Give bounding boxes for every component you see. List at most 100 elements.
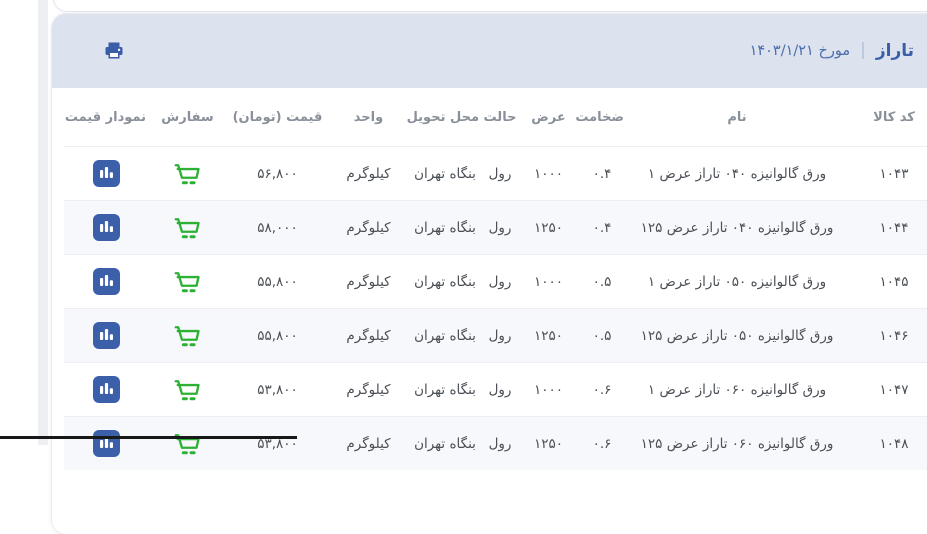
bar-chart-icon [98, 218, 115, 238]
cell-unit: کیلوگرم [328, 254, 409, 309]
cell-width: ۱۲۵۰ [519, 308, 578, 363]
cell-price: ۵۵,۸۰۰ [227, 308, 328, 363]
cell-thickness: ۰.۵ [578, 308, 626, 363]
cell-order [148, 416, 227, 470]
page-left-strip [38, 0, 48, 445]
cart-icon [174, 379, 202, 406]
cell-state: رول [481, 146, 519, 201]
cell-name: ورق گالوانیزه ۰۴۰ تاراز عرض ۱۲۵ [626, 200, 848, 255]
table-row: ۱۰۴۴ ورق گالوانیزه ۰۴۰ تاراز عرض ۱۲۵ ۰.۴ ۱۲… [64, 200, 927, 255]
cell-unit: کیلوگرم [328, 200, 409, 255]
cell-delivery: بنگاه تهران [409, 146, 481, 201]
cell-state: رول [481, 254, 519, 309]
cell-delivery: بنگاه تهران [409, 308, 481, 363]
col-chart: نمودار قیمت [64, 109, 146, 125]
price-chart-button[interactable] [92, 268, 120, 295]
cell-price: ۵۸,۰۰۰ [227, 200, 328, 255]
col-name: نام [727, 109, 747, 125]
bar-chart-icon [98, 164, 115, 184]
bar-chart-icon [98, 380, 115, 400]
cell-unit: کیلوگرم [328, 308, 409, 363]
cell-chart [64, 146, 148, 201]
cell-name: ورق گالوانیزه ۰۵۰ تاراز عرض ۱ [626, 254, 848, 309]
cell-chart [64, 200, 148, 255]
cell-thickness: ۰.۶ [578, 362, 626, 417]
bar-chart-icon [98, 326, 115, 346]
add-to-cart-button[interactable] [174, 323, 202, 349]
printer-icon [102, 42, 126, 66]
cell-order [148, 200, 227, 255]
brand-name: تاراز [875, 41, 914, 61]
bottom-partial-line [0, 436, 297, 439]
table-row: ۱۰۴۸ ورق گالوانیزه ۰۶۰ تاراز عرض ۱۲۵ ۰.۶ ۱۲… [64, 416, 927, 470]
cell-price: ۵۶,۸۰۰ [227, 146, 328, 201]
cell-name: ورق گالوانیزه ۰۶۰ تاراز عرض ۱ [626, 362, 848, 417]
add-to-cart-button[interactable] [174, 377, 202, 403]
add-to-cart-button[interactable] [174, 269, 202, 295]
cell-width: ۱۰۰۰ [519, 146, 578, 201]
cell-name: ورق گالوانیزه ۰۴۰ تاراز عرض ۱ [626, 146, 848, 201]
cell-chart [64, 362, 148, 417]
cell-state: رول [481, 308, 519, 363]
cell-state: رول [481, 416, 519, 470]
cart-icon [174, 433, 202, 460]
title-separator: | [860, 40, 866, 60]
bar-chart-icon [98, 272, 115, 292]
table-row: ۱۰۴۳ ورق گالوانیزه ۰۴۰ تاراز عرض ۱ ۰.۴ ۱۰۰۰… [64, 146, 927, 201]
price-list-card: تاراز | مورخ ۱۴۰۳/۱/۲۱ کد کالا نام ضخام [52, 14, 927, 534]
cell-state: رول [481, 200, 519, 255]
cell-delivery: بنگاه تهران [409, 254, 481, 309]
cell-unit: کیلوگرم [328, 416, 409, 470]
cart-icon [174, 271, 202, 298]
cell-width: ۱۰۰۰ [519, 362, 578, 417]
cell-order [148, 308, 227, 363]
col-price: قیمت (تومان) [232, 109, 323, 125]
cell-order [148, 254, 227, 309]
cell-price: ۵۳,۸۰۰ [227, 362, 328, 417]
cell-code: ۱۰۴۴ [848, 200, 927, 255]
cell-thickness: ۰.۴ [578, 146, 626, 201]
price-chart-button[interactable] [92, 214, 120, 241]
price-chart-button[interactable] [92, 160, 120, 187]
col-width: عرض [531, 109, 566, 125]
cell-width: ۱۰۰۰ [519, 254, 578, 309]
col-code: کد کالا [873, 109, 915, 125]
price-chart-button[interactable] [92, 430, 120, 457]
table-header-row: کد کالا نام ضخامت عرض حالت محل تحویل واحد قیمت … [64, 88, 927, 147]
print-button[interactable] [98, 35, 130, 67]
add-to-cart-button[interactable] [174, 215, 202, 241]
cell-code: ۱۰۴۷ [848, 362, 927, 417]
date-label: مورخ ۱۴۰۳/۱/۲۱ [749, 43, 851, 59]
cell-delivery: بنگاه تهران [409, 362, 481, 417]
cell-name: ورق گالوانیزه ۰۵۰ تاراز عرض ۱۲۵ [626, 308, 848, 363]
table-row: ۱۰۴۵ ورق گالوانیزه ۰۵۰ تاراز عرض ۱ ۰.۵ ۱۰۰۰… [64, 254, 927, 309]
price-chart-button[interactable] [92, 322, 120, 349]
cart-icon [174, 325, 202, 352]
cell-chart [64, 308, 148, 363]
cell-code: ۱۰۴۵ [848, 254, 927, 309]
cell-chart [64, 254, 148, 309]
add-to-cart-button[interactable] [174, 431, 202, 457]
table-row: ۱۰۴۷ ورق گالوانیزه ۰۶۰ تاراز عرض ۱ ۰.۶ ۱۰۰۰… [64, 362, 927, 417]
cell-unit: کیلوگرم [328, 146, 409, 201]
cell-order [148, 362, 227, 417]
price-chart-button[interactable] [92, 376, 120, 403]
cell-order [148, 146, 227, 201]
col-thickness: ضخامت [575, 109, 624, 125]
cell-width: ۱۲۵۰ [519, 200, 578, 255]
table-row: ۱۰۴۶ ورق گالوانیزه ۰۵۰ تاراز عرض ۱۲۵ ۰.۵ ۱۲… [64, 308, 927, 363]
cell-chart [64, 416, 148, 470]
col-delivery: محل تحویل [406, 109, 479, 125]
cell-delivery: بنگاه تهران [409, 416, 481, 470]
cell-delivery: بنگاه تهران [409, 200, 481, 255]
col-unit: واحد [353, 109, 384, 125]
cell-thickness: ۰.۵ [578, 254, 626, 309]
table-body: ۱۰۴۳ ورق گالوانیزه ۰۴۰ تاراز عرض ۱ ۰.۴ ۱۰۰۰… [64, 146, 927, 470]
add-to-cart-button[interactable] [174, 161, 202, 187]
cell-price: ۵۳,۸۰۰ [227, 416, 328, 470]
cell-thickness: ۰.۴ [578, 200, 626, 255]
col-order: سفارش [161, 109, 214, 125]
cell-thickness: ۰.۶ [578, 416, 626, 470]
cell-name: ورق گالوانیزه ۰۶۰ تاراز عرض ۱۲۵ [626, 416, 848, 470]
cell-code: ۱۰۴۶ [848, 308, 927, 363]
